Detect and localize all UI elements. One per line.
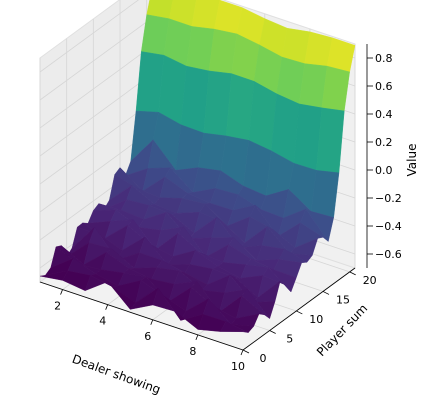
x-tick-mark — [60, 289, 63, 295]
axes — [39, 44, 373, 356]
z-axis-label: Value — [405, 144, 419, 177]
surface-patch — [220, 321, 249, 333]
tick-label: 4 — [99, 315, 106, 328]
tick-label: 8 — [189, 345, 196, 358]
tick-label: 2 — [54, 300, 61, 313]
tick-label: 0.2 — [375, 136, 393, 149]
y-tick-mark — [322, 291, 330, 295]
tick-label: 0.8 — [375, 52, 393, 65]
x-tick-mark — [240, 349, 244, 356]
tick-label: −0.4 — [375, 220, 402, 233]
x-tick-mark — [105, 304, 109, 310]
tick-label: 5 — [286, 333, 293, 346]
y-tick-mark — [242, 349, 250, 354]
y-axis-line — [242, 267, 356, 351]
tick-label: 10 — [231, 360, 245, 373]
x-tick-mark — [195, 334, 199, 341]
tick-labels: 2 4 6 8 10 0 5 10 15 20 −0.6 −0.4 −0.2 0.0 0.2 0.4 0.6 0.… — [54, 52, 402, 373]
y-tick-mark — [349, 271, 356, 276]
tick-label: 0.4 — [375, 108, 393, 121]
tick-label: −0.2 — [375, 192, 402, 205]
tick-label: 10 — [309, 313, 323, 326]
tick-label: 15 — [336, 293, 350, 306]
x-tick-mark — [150, 319, 154, 325]
tick-label: 0.0 — [375, 164, 393, 177]
x-axis-line — [39, 281, 244, 351]
tick-label: 6 — [144, 330, 151, 343]
tick-label: 20 — [363, 274, 377, 287]
surface — [39, 0, 356, 333]
y-tick-mark — [269, 330, 276, 334]
y-tick-mark — [296, 310, 303, 315]
tick-label: −0.6 — [375, 248, 402, 261]
tick-label: 0.6 — [375, 80, 393, 93]
tick-label: 0 — [260, 352, 267, 365]
x-axis-label: Dealer showing — [70, 352, 162, 397]
y-axis-label: Player sum — [314, 301, 370, 359]
